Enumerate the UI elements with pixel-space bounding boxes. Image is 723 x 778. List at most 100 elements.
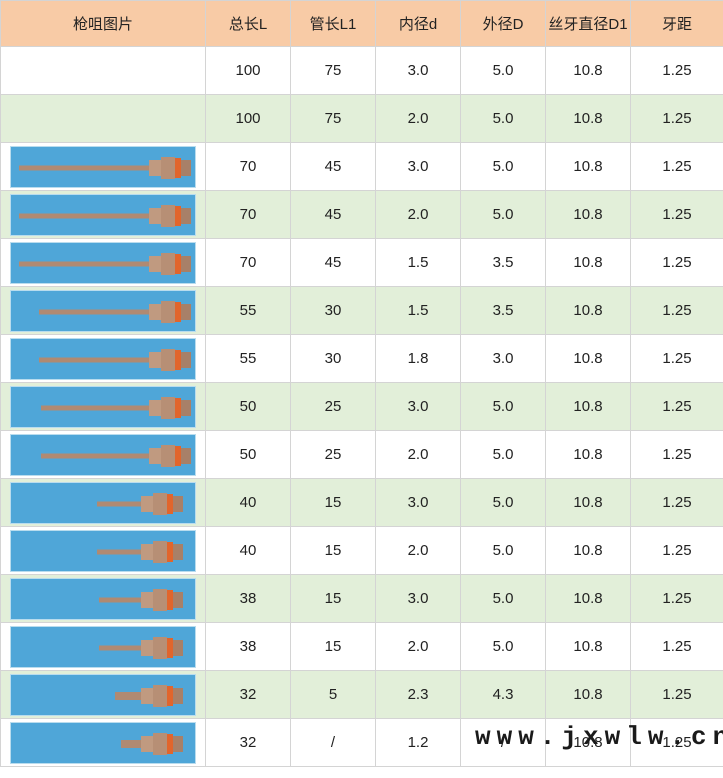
cell-tube-length: / xyxy=(290,718,376,767)
cell-total-length: 70 xyxy=(205,142,291,191)
cell-inner-diameter: 1.8 xyxy=(375,334,461,383)
nozzle-image xyxy=(10,673,196,716)
nozzle-image xyxy=(10,481,196,524)
cell-inner-diameter: 2.0 xyxy=(375,94,461,143)
cell-pitch: 1.25 xyxy=(630,382,723,431)
cell-outer-diameter: 5.0 xyxy=(460,46,546,95)
table-row: 50 25 2.0 5.0 10.8 1.25 xyxy=(0,430,723,479)
table-row: 70 45 3.0 5.0 10.8 1.25 xyxy=(0,142,723,191)
table-row: 32 5 2.3 4.3 10.8 1.25 xyxy=(0,670,723,719)
nozzle-photo-svg xyxy=(99,588,183,611)
cell-inner-diameter: 1.2 xyxy=(375,718,461,767)
table-row: 38 15 3.0 5.0 10.8 1.25 xyxy=(0,574,723,623)
cell-total-length: 40 xyxy=(205,478,291,527)
cell-nozzle-image xyxy=(0,622,206,671)
header-outer-diameter: 外径D xyxy=(460,0,546,47)
table-row: 100 75 3.0 5.0 10.8 1.25 xyxy=(0,46,723,95)
cell-outer-diameter: 5.0 xyxy=(460,94,546,143)
cell-total-length: 55 xyxy=(205,286,291,335)
cell-inner-diameter: 2.0 xyxy=(375,526,461,575)
cell-nozzle-image xyxy=(0,334,206,383)
table-row: 50 25 3.0 5.0 10.8 1.25 xyxy=(0,382,723,431)
nozzle-image xyxy=(10,193,196,236)
nozzle-image xyxy=(10,721,196,764)
cell-nozzle-image xyxy=(0,670,206,719)
cell-tube-length: 5 xyxy=(290,670,376,719)
cell-nozzle-image xyxy=(0,94,206,143)
cell-pitch: 1.25 xyxy=(630,430,723,479)
cell-thread-diameter: 10.8 xyxy=(545,574,631,623)
cell-outer-diameter: 5.0 xyxy=(460,622,546,671)
cell-outer-diameter: 5.0 xyxy=(460,526,546,575)
cell-inner-diameter: 1.5 xyxy=(375,286,461,335)
cell-outer-diameter: 5.0 xyxy=(460,478,546,527)
table-row: 32/1.2/10.8 1.25 xyxy=(0,718,723,767)
header-inner-diameter: 内径d xyxy=(375,0,461,47)
nozzle-photo-svg xyxy=(99,636,183,659)
cell-outer-diameter: 4.3 xyxy=(460,670,546,719)
cell-tube-length: 45 xyxy=(290,142,376,191)
cell-pitch: 1.25 xyxy=(630,286,723,335)
table-row: 70 45 1.5 3.5 10.8 1.25 xyxy=(0,238,723,287)
cell-nozzle-image xyxy=(0,526,206,575)
cell-nozzle-image xyxy=(0,238,206,287)
cell-thread-diameter: 10.8 xyxy=(545,622,631,671)
cell-outer-diameter: 5.0 xyxy=(460,142,546,191)
cell-pitch: 1.25 xyxy=(630,574,723,623)
cell-nozzle-image xyxy=(0,718,206,767)
cell-outer-diameter: 5.0 xyxy=(460,190,546,239)
cell-inner-diameter: 2.0 xyxy=(375,430,461,479)
header-thread-diameter: 丝牙直径D1 xyxy=(545,0,631,47)
cell-inner-diameter: 2.0 xyxy=(375,622,461,671)
table-row: 70 45 2.0 5.0 10.8 1.25 xyxy=(0,190,723,239)
nozzle-image xyxy=(10,289,196,332)
nozzle-image xyxy=(10,145,196,188)
cell-pitch: 1.25 xyxy=(630,670,723,719)
cell-thread-diameter: 10.8 xyxy=(545,286,631,335)
cell-inner-diameter: 2.0 xyxy=(375,190,461,239)
cell-total-length: 70 xyxy=(205,238,291,287)
header-tube-length: 管长L1 xyxy=(290,0,376,47)
cell-tube-length: 30 xyxy=(290,286,376,335)
cell-thread-diameter: 10.8 xyxy=(545,430,631,479)
cell-nozzle-image xyxy=(0,286,206,335)
cell-total-length: 40 xyxy=(205,526,291,575)
cell-total-length: 100 xyxy=(205,46,291,95)
nozzle-photo-svg xyxy=(41,444,191,467)
cell-outer-diameter: 3.5 xyxy=(460,286,546,335)
header-pitch: 牙距 xyxy=(630,0,723,47)
table-row: 38 15 2.0 5.0 10.8 1.25 xyxy=(0,622,723,671)
cell-inner-diameter: 3.0 xyxy=(375,574,461,623)
cell-thread-diameter: 10.8 xyxy=(545,142,631,191)
cell-outer-diameter: 5.0 xyxy=(460,430,546,479)
cell-thread-diameter: 10.8 xyxy=(545,238,631,287)
table-row: 55 30 1.5 3.5 10.8 1.25 xyxy=(0,286,723,335)
table-row: 40 15 3.0 5.0 10.8 1.25 xyxy=(0,478,723,527)
cell-inner-diameter: 2.3 xyxy=(375,670,461,719)
cell-pitch: 1.25 xyxy=(630,238,723,287)
header-image: 枪咀图片 xyxy=(0,0,206,47)
nozzle-photo-svg xyxy=(97,492,183,515)
cell-thread-diameter: 10.8 xyxy=(545,190,631,239)
cell-tube-length: 25 xyxy=(290,382,376,431)
cell-tube-length: 75 xyxy=(290,94,376,143)
cell-inner-diameter: 3.0 xyxy=(375,46,461,95)
cell-pitch: 1.25 xyxy=(630,46,723,95)
cell-inner-diameter: 3.0 xyxy=(375,142,461,191)
cell-total-length: 38 xyxy=(205,622,291,671)
cell-total-length: 50 xyxy=(205,382,291,431)
cell-outer-diameter: / xyxy=(460,718,546,767)
nozzle-image xyxy=(10,433,196,476)
cell-tube-length: 15 xyxy=(290,526,376,575)
cell-total-length: 50 xyxy=(205,430,291,479)
cell-thread-diameter: 10.8 xyxy=(545,382,631,431)
cell-tube-length: 15 xyxy=(290,574,376,623)
cell-pitch: 1.25 xyxy=(630,478,723,527)
cell-nozzle-image xyxy=(0,478,206,527)
nozzle-photo-svg xyxy=(97,540,183,563)
watermark: www.jxwlw.cn xyxy=(475,722,723,752)
cell-pitch: 1.25 xyxy=(630,526,723,575)
cell-total-length: 100 xyxy=(205,94,291,143)
table-row: 40 15 2.0 5.0 10.8 1.25 xyxy=(0,526,723,575)
